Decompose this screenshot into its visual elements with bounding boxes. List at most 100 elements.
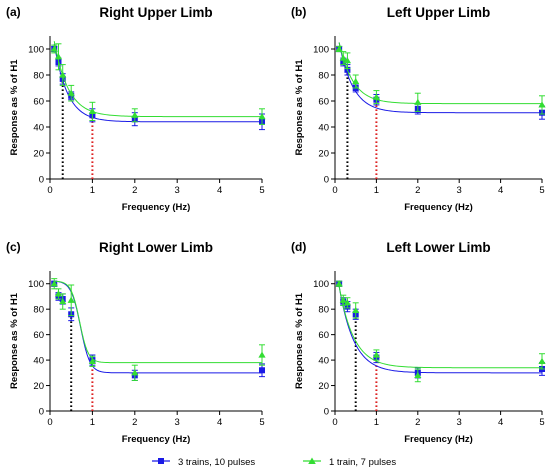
- x-tick-label: 3: [457, 185, 462, 196]
- y-tick-label: 40: [318, 122, 329, 133]
- legend-marker-square: [158, 458, 164, 464]
- fit-curve-series-2: [338, 42, 542, 105]
- data-point-triangle: [339, 54, 347, 61]
- panel-4: (d) Left Lower Limb 0 1 2 3 4 5 0 20 40 60 80 100 Freq…: [291, 240, 546, 445]
- data-point-triangle: [258, 113, 266, 120]
- x-tick-label: 0: [332, 185, 337, 196]
- y-tick-label: 40: [33, 122, 44, 133]
- y-tick-label: 80: [33, 304, 44, 315]
- x-tick-label: 5: [259, 417, 264, 428]
- x-tick-label: 5: [259, 185, 264, 196]
- data-point-triangle: [131, 111, 139, 118]
- x-tick-label: 4: [498, 185, 503, 196]
- x-tick-label: 0: [332, 417, 337, 428]
- y-tick-label: 100: [313, 279, 329, 290]
- y-tick-label: 40: [33, 355, 44, 366]
- data-point-triangle: [258, 351, 266, 358]
- data-point-triangle: [67, 296, 75, 303]
- y-tick-label: 100: [313, 44, 329, 55]
- data-point-triangle: [343, 299, 352, 306]
- data-point-triangle: [538, 357, 546, 364]
- legend-item-1-train: 1 train, 7 pulses: [303, 457, 396, 468]
- y-tick-label: 0: [324, 174, 329, 185]
- x-axis-title: Frequency (Hz): [404, 202, 473, 213]
- data-point-triangle: [59, 297, 67, 305]
- y-tick-label: 100: [28, 279, 44, 290]
- panel-title: Right Upper Limb: [99, 5, 212, 20]
- data-point-triangle: [352, 77, 360, 85]
- data-point-triangle: [88, 357, 96, 364]
- x-axis-title: Frequency (Hz): [404, 434, 473, 445]
- panel-letter: (c): [6, 240, 21, 254]
- data-point-triangle: [339, 296, 347, 303]
- x-axis-title: Frequency (Hz): [122, 434, 191, 445]
- data-point-triangle: [50, 280, 58, 287]
- data-point-triangle: [414, 98, 422, 105]
- y-tick-label: 20: [33, 148, 44, 159]
- panel-2: (b) Left Upper Limb 0 1 2 3 4 5 0 20 40 60 80 100 Freq…: [291, 5, 546, 213]
- data-point-triangle: [335, 280, 343, 287]
- x-tick-label: 0: [47, 185, 52, 196]
- fit-curve-series-1: [53, 43, 262, 123]
- x-tick-label: 1: [90, 417, 95, 428]
- y-tick-label: 60: [318, 330, 329, 341]
- panel-letter: (a): [6, 5, 21, 19]
- y-tick-label: 0: [39, 406, 44, 417]
- y-tick-label: 0: [39, 174, 44, 185]
- panel-title: Right Lower Limb: [99, 240, 213, 255]
- x-tick-label: 2: [132, 417, 137, 428]
- panel-letter: (d): [291, 240, 306, 254]
- y-axis-title: Response as % of H1: [294, 292, 305, 389]
- data-point-triangle: [335, 45, 343, 52]
- legend-label-3-trains: 3 trains, 10 pulses: [178, 457, 255, 468]
- x-tick-label: 4: [217, 417, 222, 428]
- x-tick-label: 1: [90, 185, 95, 196]
- y-tick-label: 100: [28, 44, 44, 55]
- y-tick-label: 60: [33, 96, 44, 107]
- y-axis-title: Response as % of H1: [9, 292, 20, 389]
- y-tick-label: 20: [33, 381, 44, 392]
- data-point-triangle: [54, 290, 63, 297]
- x-tick-label: 3: [457, 417, 462, 428]
- legend-marker-triangle: [308, 457, 316, 464]
- data-point-triangle: [343, 57, 352, 64]
- fit-curve-series-2: [53, 41, 262, 118]
- x-tick-label: 5: [539, 185, 544, 196]
- data-point-triangle: [59, 71, 67, 78]
- legend-label-1-train: 1 train, 7 pulses: [329, 457, 396, 468]
- data-point-triangle: [50, 45, 58, 52]
- data-point-triangle: [352, 306, 360, 314]
- fit-curve-series-1: [338, 286, 542, 374]
- data-point-triangle: [372, 93, 380, 100]
- x-tick-label: 0: [47, 417, 52, 428]
- y-axis-title: Response as % of H1: [9, 59, 20, 156]
- fit-curve-series-1: [54, 280, 262, 374]
- data-point-triangle: [414, 371, 422, 378]
- data-point-triangle: [131, 369, 139, 376]
- y-tick-label: 40: [318, 355, 329, 366]
- y-tick-label: 20: [318, 381, 329, 392]
- y-tick-label: 80: [318, 70, 329, 81]
- data-point-triangle: [67, 89, 75, 96]
- x-tick-label: 4: [498, 417, 503, 428]
- panel-1: (a) Right Upper Limb 0 1 2 3 4 5 0 20 40 60 80 100 Fre…: [6, 5, 266, 213]
- y-tick-label: 0: [324, 406, 329, 417]
- data-point-square: [259, 367, 265, 374]
- data-point-triangle: [54, 53, 63, 60]
- legend: 3 trains, 10 pulses 1 train, 7 pulses: [152, 457, 396, 468]
- x-tick-label: 3: [175, 417, 180, 428]
- x-tick-label: 5: [539, 417, 544, 428]
- data-point-triangle: [372, 351, 380, 358]
- y-axis-title: Response as % of H1: [294, 59, 305, 156]
- fit-curve-series-2: [338, 286, 542, 369]
- x-tick-label: 2: [415, 417, 420, 428]
- legend-item-3-trains: 3 trains, 10 pulses: [152, 457, 255, 468]
- panel-3: (c) Right Lower Limb 0 1 2 3 4 5 0 20 40 60 80 100 Fre…: [6, 240, 266, 445]
- data-point-triangle: [538, 101, 546, 108]
- panel-title: Left Upper Limb: [387, 5, 491, 20]
- y-tick-label: 60: [318, 96, 329, 107]
- x-tick-label: 3: [175, 185, 180, 196]
- y-tick-label: 20: [318, 148, 329, 159]
